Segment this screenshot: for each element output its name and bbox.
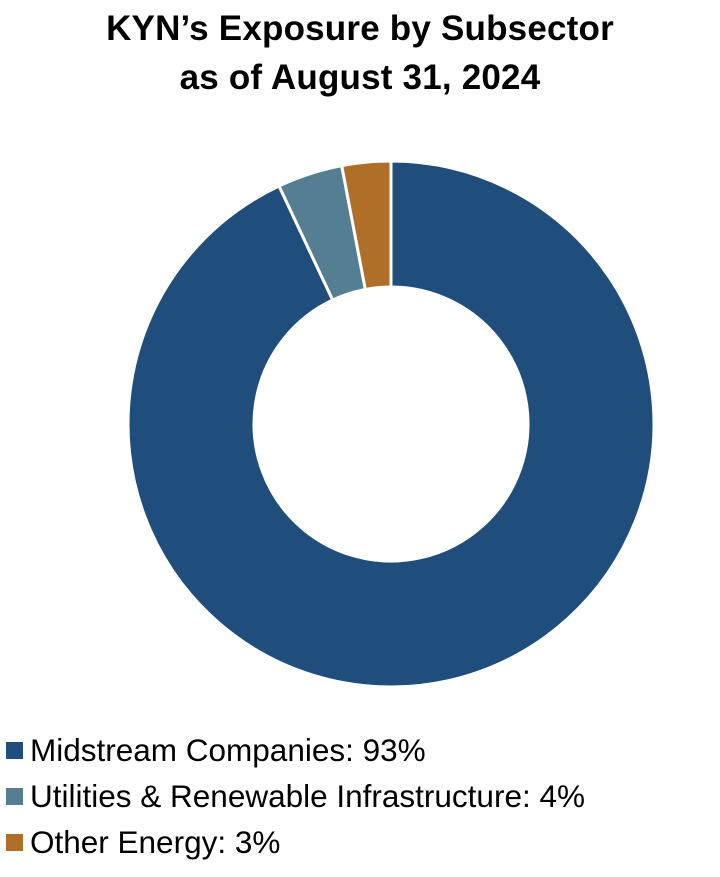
legend-swatch-other-energy — [6, 833, 23, 851]
legend-label-midstream: Midstream Companies: 93% — [30, 732, 426, 768]
slice-other-energy — [339, 159, 393, 292]
chart-title-line1: KYN’s Exposure by Subsector — [106, 9, 614, 48]
legend-swatch-midstream — [6, 741, 23, 759]
legend-swatch-utilities — [6, 787, 23, 805]
chart-title: KYN’s Exposure by Subsector as of August… — [0, 4, 720, 102]
slice-midstream — [126, 159, 656, 689]
chart-subtitle: as of August 31, 2024 — [179, 58, 541, 97]
legend-label-other-energy: Other Energy: 3% — [30, 824, 281, 860]
legend: Midstream Companies: 93% Utilities & Ren… — [6, 727, 720, 865]
donut-slices — [126, 159, 656, 689]
legend-item-utilities: Utilities & Renewable Infrastructure: 4% — [6, 773, 720, 819]
legend-label-utilities: Utilities & Renewable Infrastructure: 4% — [30, 778, 585, 814]
legend-item-midstream: Midstream Companies: 93% — [6, 727, 720, 773]
legend-item-other-energy: Other Energy: 3% — [6, 819, 720, 865]
